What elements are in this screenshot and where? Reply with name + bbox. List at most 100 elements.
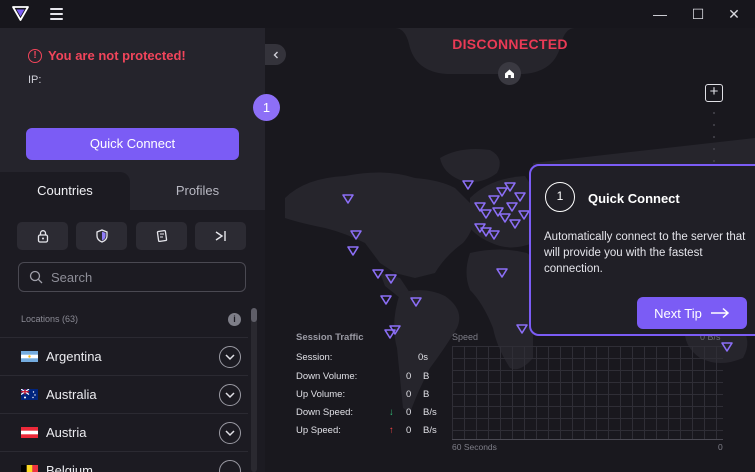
traffic-label: Down Speed: <box>296 407 354 418</box>
tip-title: Quick Connect <box>588 191 680 206</box>
belgium-flag-icon <box>21 465 38 472</box>
protection-status: ! You are not protected! <box>28 48 186 63</box>
traffic-unit: B/s <box>423 425 437 436</box>
traffic-value: 0 <box>406 389 412 400</box>
next-tip-label: Next Tip <box>654 305 702 321</box>
scrollbar[interactable] <box>251 308 257 472</box>
traffic-title: Session Traffic <box>296 332 364 343</box>
server-marker-icon <box>518 210 530 220</box>
traffic-value: 0 <box>406 425 412 436</box>
server-marker-icon <box>342 194 354 204</box>
country-row-australia[interactable]: Australia <box>0 375 248 413</box>
sidebar-tabs: Countries Profiles <box>0 172 265 210</box>
server-marker-icon <box>380 295 392 305</box>
maximize-button[interactable]: ☐ <box>691 6 705 22</box>
home-icon <box>505 69 514 78</box>
country-row-argentina[interactable]: Argentina <box>0 337 248 375</box>
filter-p2p-button[interactable] <box>136 222 187 250</box>
minimize-button[interactable]: — <box>653 6 667 22</box>
chevron-down-icon[interactable] <box>219 422 241 444</box>
country-name: Belgium <box>46 463 93 472</box>
chevron-down-icon[interactable] <box>219 384 241 406</box>
home-button[interactable] <box>498 62 521 85</box>
server-marker-icon <box>350 230 362 240</box>
country-name: Argentina <box>46 349 102 364</box>
scrollbar-thumb[interactable] <box>251 308 257 322</box>
server-marker-icon <box>516 324 528 334</box>
traffic-value: 0 <box>406 371 412 382</box>
connection-status: DISCONNECTED <box>452 36 568 52</box>
server-marker-icon <box>372 269 384 279</box>
traffic-label: Up Speed: <box>296 425 341 436</box>
server-marker-icon <box>499 213 511 223</box>
traffic-value: 0 <box>406 407 412 418</box>
tab-countries[interactable]: Countries <box>0 172 130 210</box>
australia-flag-icon <box>21 389 38 400</box>
session-traffic-panel: Session Traffic Session: 0s Down Volume:… <box>296 330 446 450</box>
zoom-in-button[interactable]: + <box>705 84 723 102</box>
arrow-right-icon <box>710 307 729 319</box>
quick-connect-tip: 1 Quick Connect Automatically connect to… <box>529 164 755 336</box>
server-marker-icon <box>480 209 492 219</box>
info-icon[interactable]: i <box>228 313 241 326</box>
traffic-label: Down Volume: <box>296 371 358 382</box>
menu-icon[interactable] <box>50 8 63 20</box>
filter-tor-button[interactable] <box>195 222 246 250</box>
server-marker-icon <box>488 230 500 240</box>
p2p-icon <box>156 229 167 243</box>
server-marker-icon <box>347 246 359 256</box>
austria-flag-icon <box>21 427 38 438</box>
filter-netshield-button[interactable] <box>76 222 127 250</box>
app-logo-icon <box>12 6 29 21</box>
server-marker-icon <box>384 329 396 339</box>
traffic-row-up-speed: Up Speed: ↑ 0 B/s <box>296 425 446 439</box>
greenland-landmass <box>440 149 500 182</box>
ip-label: IP: <box>28 74 42 86</box>
server-marker-icon <box>509 219 521 229</box>
lock-icon <box>37 230 48 243</box>
traffic-unit: B <box>423 389 430 400</box>
traffic-row-up-volume: Up Volume: 0 B <box>296 389 446 403</box>
chevron-down-icon[interactable] <box>219 346 241 368</box>
status-text: You are not protected! <box>48 48 186 63</box>
traffic-label: Up Volume: <box>296 389 346 400</box>
server-marker-icon <box>474 202 486 212</box>
north-america-landmass <box>285 172 474 278</box>
south-america-landmass <box>394 290 460 413</box>
server-marker-icon <box>480 227 492 237</box>
filter-secure-core-button[interactable] <box>17 222 68 250</box>
country-row-belgium[interactable]: Belgium <box>0 451 248 472</box>
traffic-value: 0s <box>418 352 429 363</box>
server-marker-icon <box>506 202 518 212</box>
server-marker-icon <box>496 187 508 197</box>
next-tip-button[interactable]: Next Tip <box>637 297 747 329</box>
speed-graph-axis-right: 0 <box>718 442 723 452</box>
traffic-label: Session: <box>296 352 333 363</box>
server-marker-icon <box>385 274 397 284</box>
traffic-row-session: Session: 0s <box>296 352 446 366</box>
server-marker-icon <box>389 325 401 335</box>
search-input[interactable] <box>51 268 231 286</box>
arrow-up-icon: ↑ <box>389 425 394 436</box>
server-marker-icon <box>410 297 422 307</box>
server-marker-icon <box>492 207 504 217</box>
argentina-flag-icon <box>21 351 38 362</box>
search-icon <box>29 270 43 284</box>
quick-connect-button[interactable]: Quick Connect <box>26 128 239 160</box>
country-name: Austria <box>46 425 87 440</box>
server-marker-icon <box>514 192 526 202</box>
chevron-down-icon[interactable] <box>219 460 241 472</box>
collapse-sidebar-button[interactable] <box>265 44 286 65</box>
warning-icon: ! <box>28 48 42 63</box>
traffic-row-down-speed: Down Speed: ↓ 0 B/s <box>296 407 446 421</box>
country-name: Australia <box>46 387 97 402</box>
tab-profiles[interactable]: Profiles <box>175 183 220 198</box>
chevron-left-icon <box>273 51 278 58</box>
tip-step-number: 1 <box>545 182 575 212</box>
country-row-austria[interactable]: Austria <box>0 413 248 451</box>
traffic-unit: B/s <box>423 407 437 418</box>
server-markers <box>342 180 733 352</box>
close-button[interactable]: ✕ <box>728 6 740 22</box>
speed-graph-title: Speed <box>452 332 479 342</box>
